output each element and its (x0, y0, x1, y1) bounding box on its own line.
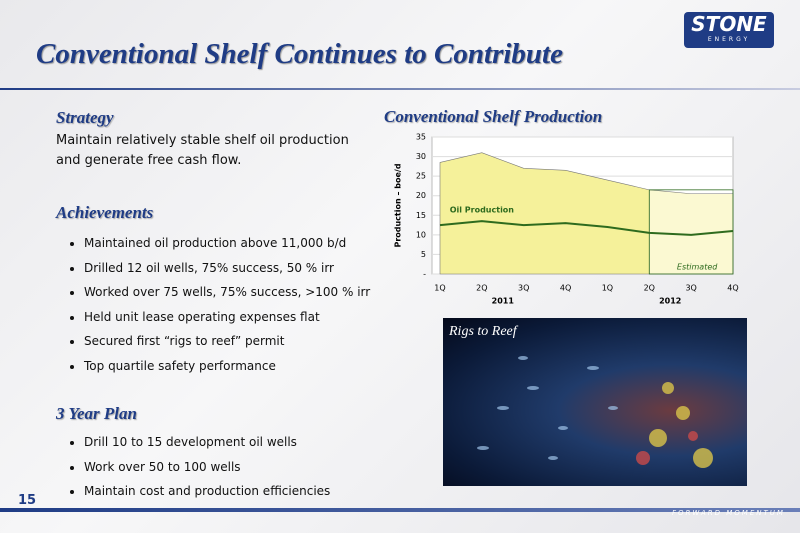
section-heading: Achievements (56, 203, 154, 222)
x-group-label: 2012 (659, 297, 681, 306)
x-tick-label: 4Q (560, 284, 571, 293)
annotation: Estimated (677, 263, 718, 272)
y-tick-label: 10 (416, 230, 426, 239)
slide-title: Conventional Shelf Continues to Contribu… (36, 38, 563, 70)
x-tick-label: 2Q (644, 284, 655, 293)
photo: Rigs to Reef (443, 318, 747, 486)
area (439, 152, 650, 275)
rule (0, 88, 800, 90)
chart: - 5 10 15 20 25 30 35 Estimated Oil Production 1Q 2… (394, 133, 739, 306)
bullet: Secured first “rigs to reef” permit (84, 334, 370, 359)
y-tick-label: 30 (416, 152, 426, 161)
y-tick-label: 35 (416, 133, 426, 142)
y-tick-label: 20 (416, 191, 426, 200)
line (439, 220, 734, 236)
logo-sub: ENERGY (707, 36, 751, 43)
logo: STONE ENERGY (684, 12, 774, 48)
y-tick-label: 25 (416, 172, 426, 181)
bullet: Held unit lease operating expenses flat (84, 310, 370, 335)
section-text: Maintain relatively stable shelf oil pro… (56, 133, 349, 168)
footer-rule (0, 508, 800, 512)
chart-title: Conventional Shelf Production (384, 107, 603, 126)
x-tick-label: 3Q (685, 284, 696, 293)
bullet: Maintain cost and production efficiencie… (84, 484, 330, 509)
bullet-list: Drill 10 to 15 development oil wellsWork… (64, 435, 330, 509)
bullet: Drill 10 to 15 development oil wells (84, 435, 330, 460)
x-tick-label: 4Q (727, 284, 738, 293)
page-number: 15 (18, 493, 37, 508)
x-tick-label: 1Q (602, 284, 613, 293)
bullet: Worked over 75 wells, 75% success, >100 … (84, 285, 370, 310)
series-label: Oil Production (450, 206, 515, 215)
section-heading: 3 Year Plan (56, 404, 137, 423)
x-group-label: 2011 (492, 297, 515, 306)
y-tick-label: - (423, 270, 426, 279)
y-axis-label: Production – boe/d (394, 163, 403, 247)
bullet: Maintained oil production above 11,000 b… (84, 236, 370, 261)
photo-caption: Rigs to Reef (449, 324, 517, 339)
bullet: Work over 50 to 100 wells (84, 460, 330, 485)
x-tick-label: 3Q (518, 284, 529, 293)
x-tick-label: 2Q (476, 284, 487, 293)
y-tick-label: 15 (416, 211, 426, 220)
bullet: Top quartile safety performance (84, 359, 370, 384)
x-tick-label: 1Q (434, 284, 445, 293)
logo-text: STONE (691, 12, 767, 36)
photo-art (477, 356, 713, 468)
bullet-list: Maintained oil production above 11,000 b… (64, 236, 370, 383)
section-heading: Strategy (56, 108, 114, 127)
footer-text: FORWARD MOMENTUM (672, 509, 785, 517)
y-tick-label: 5 (421, 250, 426, 259)
bullet: Drilled 12 oil wells, 75% success, 50 % … (84, 261, 370, 286)
